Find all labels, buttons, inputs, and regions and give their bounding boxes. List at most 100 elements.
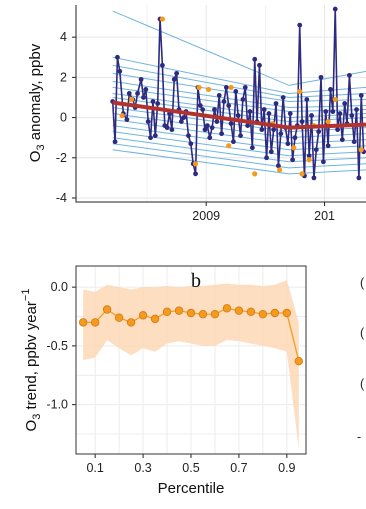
highlight-point — [192, 161, 199, 167]
anomaly-point — [242, 85, 248, 90]
quantile-line — [112, 143, 366, 169]
highlight-point — [205, 86, 212, 93]
anomaly-point — [117, 68, 123, 74]
anomaly-point — [221, 99, 227, 104]
anomaly-point — [188, 141, 194, 147]
quantile-line — [112, 149, 366, 175]
quantile-line — [112, 131, 366, 157]
quantile-line — [112, 56, 366, 94]
anomaly-point — [219, 131, 224, 137]
ylabel-a: O3 anomaly, ppbv — [27, 43, 47, 162]
trend-point — [246, 307, 256, 317]
trend-point — [270, 308, 280, 318]
anomaly-point — [290, 157, 296, 163]
anomaly-point — [216, 93, 222, 98]
anomaly-point — [150, 99, 156, 104]
trend-point — [258, 309, 268, 319]
anomaly-point — [342, 101, 348, 106]
clipped-right-panel: ( ( ( - — [357, 276, 365, 444]
highlight-point — [291, 145, 297, 151]
tick-label-x: 0.9 — [278, 461, 295, 475]
highlight-point — [276, 167, 283, 173]
anomaly-point — [351, 139, 357, 145]
tick-label-y: -0.5 — [46, 339, 68, 353]
trend-point — [222, 304, 232, 313]
trend-point — [198, 309, 208, 319]
highlight-point — [228, 84, 234, 91]
anomaly-point — [354, 107, 359, 112]
edge-fragment: ( — [360, 276, 365, 290]
tick-label-y: 0 — [60, 111, 67, 125]
panel-a: 4 2 0 -2 -4 2009 201 O3 anomaly, ppbv — [27, 5, 366, 223]
highlight-point — [252, 171, 258, 177]
anomaly-point — [171, 76, 177, 82]
anomaly-point — [200, 107, 206, 112]
anomaly-point — [261, 107, 267, 112]
quantile-line — [112, 125, 366, 151]
quantile-line — [112, 72, 366, 102]
anomaly-point — [318, 74, 324, 80]
anomaly-point — [257, 62, 262, 68]
confidence-band — [83, 280, 299, 450]
trend-point — [282, 308, 292, 318]
anomaly-point — [299, 119, 305, 124]
anomaly-point — [349, 113, 355, 118]
panel-label-b: b — [191, 270, 201, 292]
tick-label-y: -2 — [56, 151, 67, 165]
anomaly-point — [207, 135, 213, 141]
ci-band — [83, 280, 299, 450]
highlight-point — [129, 96, 135, 103]
anomaly-point — [160, 62, 165, 68]
anomaly-point — [266, 111, 272, 116]
xlabel-b: Percentile — [158, 480, 225, 497]
axes-a — [75, 5, 366, 203]
edge-fragment: - — [357, 430, 361, 444]
anomaly-point — [252, 56, 258, 62]
anomaly-point — [335, 127, 340, 133]
anomaly-point — [316, 129, 322, 135]
trend-line — [112, 100, 366, 130]
trend-point — [186, 308, 196, 318]
anomaly-point — [280, 95, 286, 100]
quantile-line — [112, 64, 366, 98]
anomaly-point — [124, 117, 130, 122]
quantile-line — [112, 10, 366, 86]
anomaly-point — [309, 113, 314, 118]
edge-fragment: ( — [360, 377, 365, 391]
anomaly-point — [223, 85, 229, 90]
trend-point — [174, 306, 184, 315]
anomaly-point — [325, 143, 331, 149]
anomaly-point — [202, 127, 208, 133]
anomaly-point — [347, 72, 352, 78]
anomaly-point — [155, 101, 161, 106]
anomaly-point — [145, 119, 151, 124]
anomaly-point — [297, 22, 303, 28]
tick-label-y: -4 — [56, 191, 67, 205]
anomaly-point — [209, 125, 215, 131]
anomaly-point — [330, 109, 336, 114]
anomaly-point — [148, 135, 153, 141]
anomaly-point — [292, 135, 298, 141]
anomaly-point — [268, 149, 274, 155]
anomaly-point — [138, 76, 144, 82]
highlight-point — [196, 84, 202, 91]
ylabel-b: O3 trend, ppbv year−1 — [20, 289, 43, 432]
tick-label-x: 0.1 — [86, 461, 103, 475]
trend-point — [162, 307, 172, 317]
tick-label-y: 2 — [60, 70, 67, 84]
tick-label-x: 0.3 — [134, 461, 151, 475]
trend-point — [210, 309, 220, 319]
highlight-point — [358, 147, 364, 153]
anomaly-point — [204, 123, 210, 129]
anomaly-point — [115, 54, 120, 60]
anomaly-point — [174, 70, 180, 76]
tick-label-x: 0.7 — [230, 461, 247, 475]
tick-label-x: 201 — [314, 209, 335, 223]
trend-point — [90, 318, 100, 327]
anomaly-point — [356, 175, 362, 181]
anomaly-point — [287, 111, 293, 116]
anomaly-point — [235, 113, 241, 118]
trend-point — [126, 318, 136, 327]
trend-point — [114, 313, 124, 322]
anomaly-point — [178, 119, 184, 124]
